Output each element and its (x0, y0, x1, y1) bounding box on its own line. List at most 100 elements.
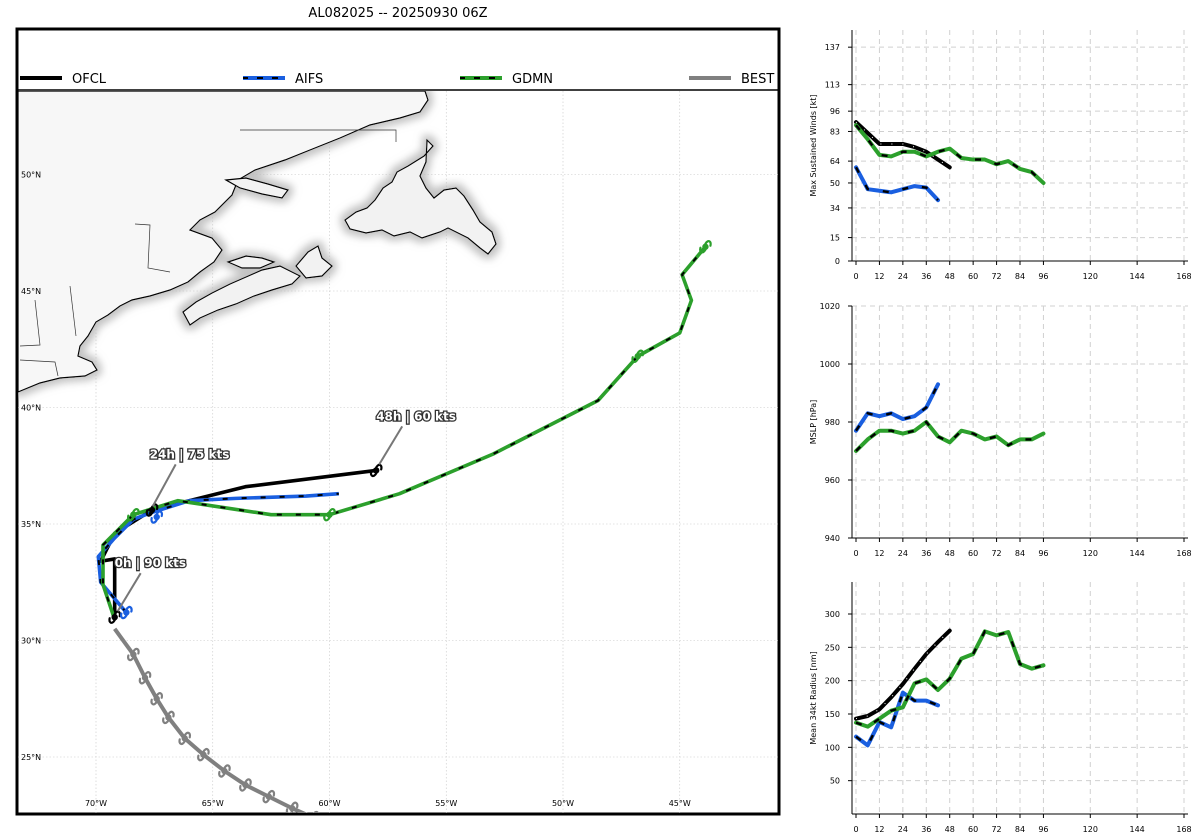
map-lon-tick: 45°W (669, 799, 691, 808)
map-lat-tick: 35°N (21, 520, 41, 529)
land-pei (226, 255, 276, 269)
y-tick-label: 64 (830, 157, 840, 166)
x-tick-label: 144 (1130, 272, 1145, 281)
annotation-label: 48h | 60 kts (376, 409, 456, 423)
annotation-pointer (151, 463, 177, 507)
series-ofcl-dots (855, 121, 950, 168)
x-tick-label: 12 (874, 549, 884, 558)
x-tick-label: 36 (921, 549, 931, 558)
land-anticosti (224, 177, 289, 199)
track-point-aifs (150, 510, 163, 524)
x-tick-label: 24 (898, 549, 908, 558)
x-tick-label: 0 (853, 825, 858, 834)
series-ofcl (854, 628, 952, 721)
track-point-best (127, 647, 140, 662)
legend-label-aifs: AIFS (295, 72, 323, 87)
map-lat-tick: 40°N (21, 404, 41, 413)
map-area: 0h | 90 kts 24h | 75 kts 48h | 60 kts (18, 91, 778, 813)
x-tick-label: 96 (1038, 272, 1048, 281)
track-point-gdmn (127, 507, 140, 522)
land-masses (18, 91, 497, 393)
x-tick-label: 36 (921, 825, 931, 834)
map-lon-tick: 50°W (552, 799, 574, 808)
political-borders (19, 129, 397, 377)
series-aifs-dash (854, 166, 939, 201)
forecast-tracks (96, 240, 712, 813)
track-point-best (239, 778, 252, 792)
track-point-gdmn (699, 240, 712, 254)
y-tick-label: 150 (825, 710, 840, 719)
track-point-best (162, 710, 175, 725)
annotation-pointer (378, 425, 404, 465)
map-lat-tick: 45°N (21, 287, 41, 296)
x-tick-label: 84 (1015, 272, 1025, 281)
track-aifs (96, 491, 339, 614)
chart-mslp: 0 12 24 36 48 60 72 84 96 120 144 168 940 960 980 1000 1… (809, 302, 1192, 558)
annotation-label: 24h | 75 kts (150, 447, 230, 461)
x-tick-label: 60 (968, 549, 978, 558)
legend-item-aifs: AIFS (243, 72, 323, 87)
border-new-brunswick (69, 285, 77, 337)
y-tick-label: 15 (830, 234, 840, 243)
x-tick-label: 24 (898, 825, 908, 834)
x-tick-label: 168 (1176, 549, 1191, 558)
x-tick-label: 120 (1083, 825, 1098, 834)
track-point-best (218, 764, 231, 778)
annotation-pointer (116, 572, 142, 612)
x-tick-label: 120 (1083, 272, 1098, 281)
track-annotations: 0h | 90 kts 24h | 75 kts 48h | 60 kts (113, 408, 457, 612)
track-point-best (150, 692, 163, 706)
x-tick-label: 0 (853, 549, 858, 558)
x-tick-label: 96 (1038, 825, 1048, 834)
series-aifs (854, 165, 940, 203)
border-maine (19, 299, 41, 347)
y-tick-label: 300 (825, 610, 840, 619)
y-tick-label: 34 (830, 204, 840, 213)
track-gdmn-dash (102, 246, 707, 620)
land-mainland (18, 91, 429, 393)
series-gdmn-dash (855, 420, 1044, 452)
track-point-aifs (120, 605, 133, 620)
legend-label-gdmn: GDMN (512, 72, 553, 87)
land-newfoundland (344, 138, 497, 255)
y-tick-label: 200 (825, 677, 840, 686)
track-point-gdmn (631, 349, 645, 363)
x-tick-label: 24 (898, 272, 908, 281)
border-quebec-labrador (240, 129, 397, 142)
y-axis-label: MSLP [hPa] (809, 400, 818, 444)
map-lat-tick: 25°N (21, 753, 41, 762)
map-lon-tick: 55°W (435, 799, 457, 808)
track-point-ofcl (108, 610, 121, 624)
y-tick-label: 960 (825, 476, 840, 485)
map-tick-labels: 70°W 65°W 60°W 55°W 50°W 45°W 25°N 30°N 35°N 40°N… (21, 171, 691, 809)
x-tick-label: 144 (1130, 549, 1145, 558)
y-tick-label: 0 (835, 257, 840, 266)
x-tick-label: 12 (874, 272, 884, 281)
track-point-best (178, 731, 192, 746)
series-gdmn-dash (855, 124, 1045, 184)
y-tick-label: 137 (825, 43, 840, 52)
map-lat-tick: 50°N (21, 171, 41, 180)
x-tick-label: 12 (874, 825, 884, 834)
track-point-gdmn (323, 507, 336, 522)
x-tick-label: 168 (1176, 825, 1191, 834)
track-point-best (285, 801, 299, 813)
legend-item-gdmn: GDMN (460, 72, 553, 87)
legend-label-ofcl: OFCL (72, 72, 107, 87)
legend: OFCL AIFS GDMN BEST (20, 72, 774, 87)
y-tick-label: 100 (825, 743, 840, 752)
y-tick-label: 940 (825, 534, 840, 543)
y-tick-label: 113 (825, 81, 840, 90)
x-tick-label: 72 (991, 549, 1001, 558)
y-axis-label: Max Sustained Winds [kt] (809, 94, 818, 196)
track-point-best (312, 810, 320, 813)
track-point-best (197, 747, 210, 762)
chart-radius-34kt: 0 12 24 36 48 60 72 84 96 120 144 168 50 100 150 200 250… (809, 582, 1192, 834)
x-tick-label: 48 (945, 549, 955, 558)
map-lon-tick: 60°W (318, 799, 340, 808)
x-tick-label: 60 (968, 272, 978, 281)
x-tick-label: 0 (853, 272, 858, 281)
x-tick-label: 60 (968, 825, 978, 834)
land-nova-scotia (182, 265, 302, 326)
chart-max-winds: 0 12 24 36 48 60 72 84 96 120 144 168 0 15 34 50 64 83 96 1… (809, 30, 1192, 281)
